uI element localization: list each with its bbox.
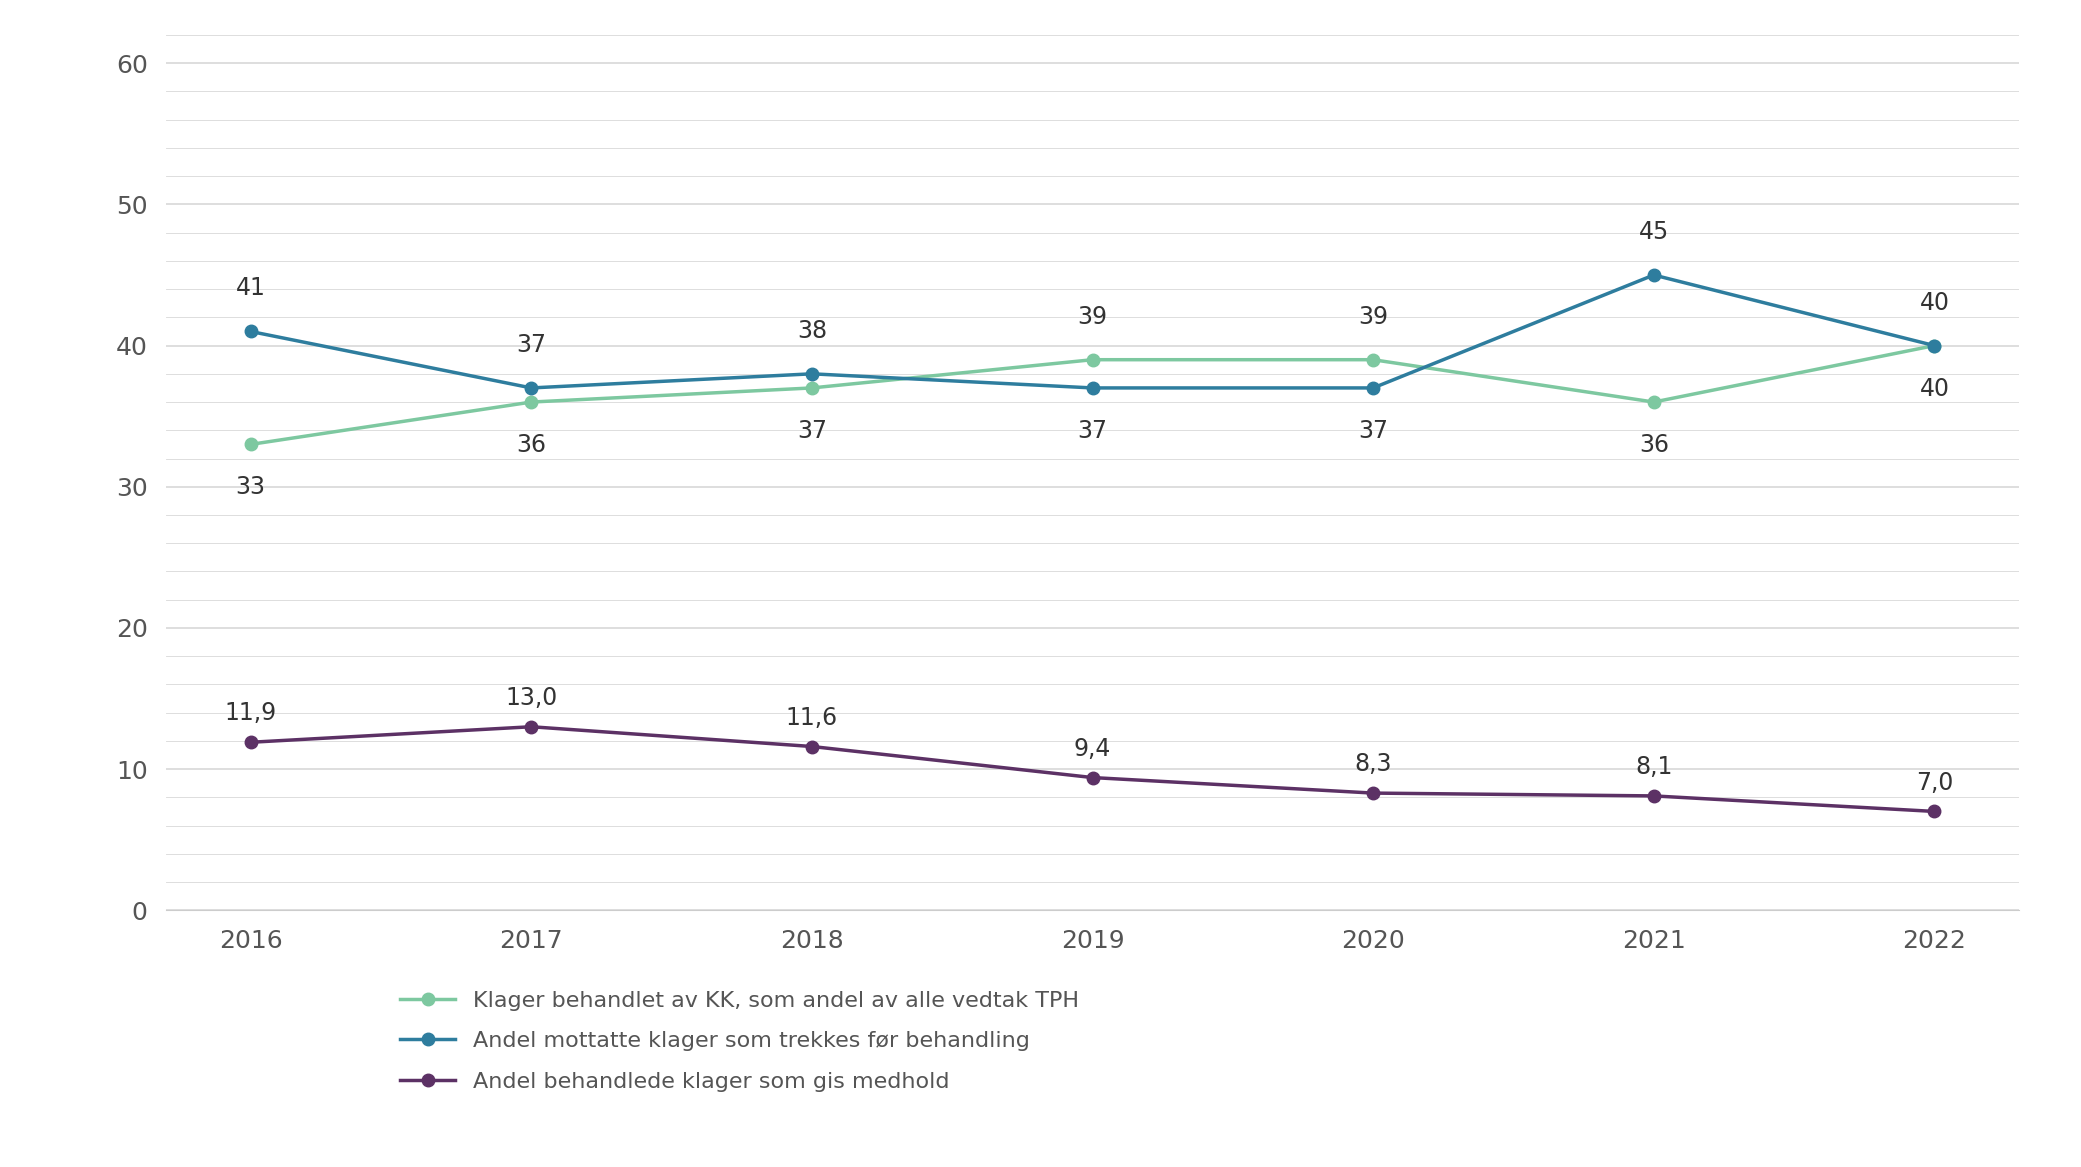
Text: 11,6: 11,6 bbox=[787, 706, 839, 729]
Text: 38: 38 bbox=[797, 319, 826, 343]
Andel mottatte klager som trekkes før behandling bbox=[1923, 338, 1948, 352]
Text: 8,1: 8,1 bbox=[1636, 755, 1673, 780]
Text: 9,4: 9,4 bbox=[1074, 736, 1111, 761]
Text: 39: 39 bbox=[1359, 305, 1388, 329]
Line: Andel behandlede klager som gis medhold: Andel behandlede klager som gis medhold bbox=[243, 720, 1942, 818]
Text: 40: 40 bbox=[1919, 377, 1950, 400]
Legend: Klager behandlet av KK, som andel av alle vedtak TPH, Andel mottatte klager som : Klager behandlet av KK, som andel av all… bbox=[400, 991, 1080, 1091]
Andel mottatte klager som trekkes før behandling bbox=[1642, 268, 1667, 282]
Klager behandlet av KK, som andel av alle vedtak TPH bbox=[1361, 352, 1386, 366]
Text: 41: 41 bbox=[235, 277, 266, 300]
Text: 7,0: 7,0 bbox=[1917, 770, 1954, 795]
Andel mottatte klager som trekkes før behandling bbox=[237, 324, 262, 338]
Text: 40: 40 bbox=[1919, 291, 1950, 315]
Line: Klager behandlet av KK, som andel av alle vedtak TPH: Klager behandlet av KK, som andel av all… bbox=[243, 340, 1942, 450]
Andel behandlede klager som gis medhold bbox=[799, 740, 824, 754]
Text: 13,0: 13,0 bbox=[506, 686, 558, 710]
Andel mottatte klager som trekkes før behandling bbox=[799, 366, 824, 380]
Text: 39: 39 bbox=[1078, 305, 1107, 329]
Text: 11,9: 11,9 bbox=[225, 701, 277, 726]
Text: 37: 37 bbox=[797, 419, 826, 443]
Text: 37: 37 bbox=[516, 333, 547, 357]
Klager behandlet av KK, som andel av alle vedtak TPH bbox=[1923, 338, 1948, 352]
Andel mottatte klager som trekkes før behandling bbox=[1361, 380, 1386, 394]
Text: 36: 36 bbox=[516, 433, 547, 457]
Andel mottatte klager som trekkes før behandling bbox=[1080, 380, 1105, 394]
Klager behandlet av KK, som andel av alle vedtak TPH bbox=[518, 396, 543, 410]
Text: 36: 36 bbox=[1638, 433, 1669, 457]
Andel behandlede klager som gis medhold bbox=[1361, 787, 1386, 801]
Andel behandlede klager som gis medhold bbox=[1923, 804, 1948, 818]
Text: 8,3: 8,3 bbox=[1355, 753, 1392, 776]
Text: 37: 37 bbox=[1078, 419, 1107, 443]
Klager behandlet av KK, som andel av alle vedtak TPH bbox=[1080, 352, 1105, 366]
Andel behandlede klager som gis medhold bbox=[1080, 770, 1105, 784]
Klager behandlet av KK, som andel av alle vedtak TPH bbox=[237, 438, 262, 452]
Text: 45: 45 bbox=[1638, 219, 1669, 244]
Text: 37: 37 bbox=[1359, 419, 1388, 443]
Andel behandlede klager som gis medhold bbox=[1642, 789, 1667, 803]
Andel behandlede klager som gis medhold bbox=[237, 735, 262, 749]
Line: Andel mottatte klager som trekkes før behandling: Andel mottatte klager som trekkes før be… bbox=[243, 268, 1942, 394]
Andel behandlede klager som gis medhold bbox=[518, 720, 543, 734]
Text: 33: 33 bbox=[235, 475, 266, 499]
Andel mottatte klager som trekkes før behandling bbox=[518, 380, 543, 394]
Klager behandlet av KK, som andel av alle vedtak TPH bbox=[799, 380, 824, 394]
Klager behandlet av KK, som andel av alle vedtak TPH bbox=[1642, 396, 1667, 410]
